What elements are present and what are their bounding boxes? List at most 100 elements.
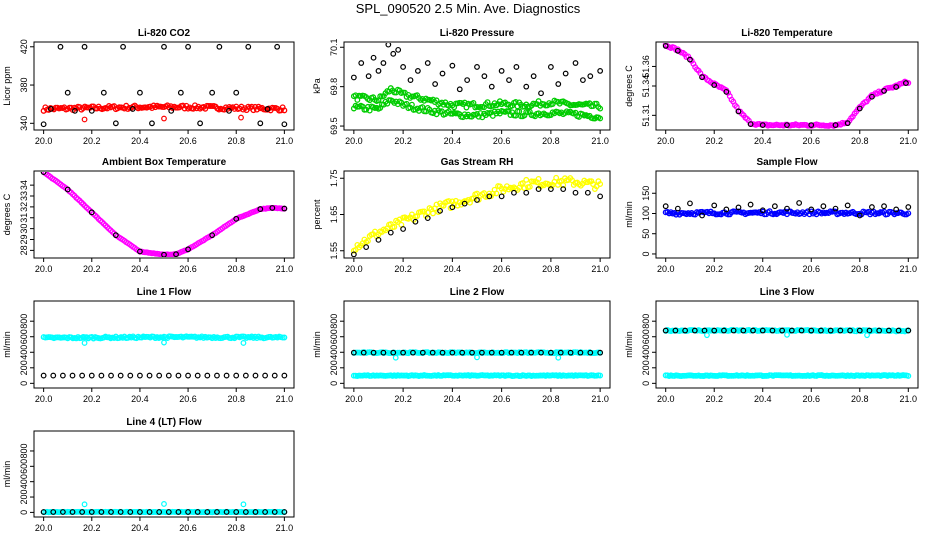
data-point xyxy=(587,349,594,356)
data-point xyxy=(437,207,443,214)
data-point xyxy=(81,116,88,123)
x-tick-label: 20.8 xyxy=(851,264,869,274)
data-point xyxy=(185,509,191,515)
data-point xyxy=(847,327,853,334)
data-point xyxy=(498,67,505,74)
data-point xyxy=(216,43,223,50)
data-point xyxy=(547,64,554,70)
data-point xyxy=(240,340,247,346)
data-point xyxy=(69,509,76,515)
data-point xyxy=(161,501,167,507)
data-point xyxy=(175,372,182,379)
data-point xyxy=(597,181,604,188)
data-series xyxy=(40,508,288,516)
data-point xyxy=(88,372,95,379)
data-point xyxy=(572,60,579,66)
data-point xyxy=(240,501,247,508)
data-point xyxy=(165,372,172,379)
x-tick-label: 20.8 xyxy=(227,394,245,404)
data-point xyxy=(262,509,269,515)
data-point xyxy=(735,108,742,115)
data-point xyxy=(808,206,815,213)
data-point xyxy=(844,120,851,127)
plot-area xyxy=(40,501,288,516)
data-point xyxy=(759,207,766,214)
y-tick-label: 0 xyxy=(19,510,29,515)
x-tick-label: 21.0 xyxy=(591,264,609,274)
y-tick-label: 150 xyxy=(641,186,651,201)
data-point xyxy=(281,372,288,379)
data-series xyxy=(40,372,288,379)
y-tick-label: 1.65 xyxy=(329,206,339,224)
data-point xyxy=(530,73,537,80)
data-point xyxy=(257,206,264,212)
data-point xyxy=(269,205,276,211)
data-point xyxy=(699,74,705,81)
data-point xyxy=(185,246,191,253)
data-point xyxy=(560,186,567,193)
y-axis-label: kPa xyxy=(312,78,322,94)
data-point xyxy=(226,107,232,114)
data-point xyxy=(508,349,515,356)
data-point xyxy=(584,189,591,196)
x-tick-label: 20.4 xyxy=(754,264,772,274)
data-point xyxy=(704,332,710,339)
plot-title: Line 2 Flow xyxy=(450,287,505,298)
data-point xyxy=(50,372,57,379)
data-point xyxy=(390,50,397,57)
data-point xyxy=(274,43,281,50)
data-point xyxy=(358,60,365,66)
data-point xyxy=(587,73,594,80)
data-point xyxy=(204,372,211,379)
data-point xyxy=(759,122,766,129)
y-tick-label: 400 xyxy=(19,474,29,489)
data-point xyxy=(864,332,870,339)
y-tick-label: 32 xyxy=(19,202,29,212)
data-point xyxy=(370,54,377,61)
data-series xyxy=(350,349,604,356)
x-tick-label: 20.8 xyxy=(851,394,869,404)
data-point xyxy=(117,509,124,515)
y-tick-label: 51.31 xyxy=(641,104,651,127)
data-point xyxy=(120,43,126,50)
y-tick-label: 400 xyxy=(641,345,651,360)
data-point xyxy=(869,93,875,100)
plot-title: Gas Stream RH xyxy=(441,157,514,168)
plot-title: Ambient Box Temperature xyxy=(102,157,227,168)
x-tick-label: 20.8 xyxy=(227,523,245,533)
data-point xyxy=(902,80,909,86)
data-point xyxy=(516,108,523,115)
x-tick-label: 20.2 xyxy=(83,394,101,404)
data-point xyxy=(264,106,271,112)
data-point xyxy=(364,238,371,245)
data-point xyxy=(523,176,530,183)
data-point xyxy=(498,349,505,356)
data-point xyxy=(185,43,191,50)
data-point xyxy=(535,176,542,182)
data-point xyxy=(469,349,475,356)
data-point xyxy=(474,64,480,70)
data-point xyxy=(204,509,211,515)
data-point xyxy=(687,56,693,63)
data-point xyxy=(519,180,526,187)
data-point xyxy=(562,70,569,77)
data-point xyxy=(214,509,220,515)
x-tick-label: 21.0 xyxy=(591,136,609,146)
data-point xyxy=(818,327,824,334)
data-point xyxy=(557,349,564,356)
data-point xyxy=(392,354,399,361)
x-tick-label: 21.0 xyxy=(591,394,609,404)
plot-frame xyxy=(343,170,611,259)
data-point xyxy=(885,327,892,334)
data-point xyxy=(597,67,604,74)
data-point xyxy=(905,204,912,210)
data-point xyxy=(905,210,912,217)
data-point xyxy=(597,105,604,112)
data-point xyxy=(464,77,471,83)
data-point xyxy=(98,509,105,515)
data-point xyxy=(747,201,754,208)
y-tick-label: 600 xyxy=(19,459,29,474)
data-point xyxy=(869,204,875,210)
data-point xyxy=(796,200,803,206)
data-point xyxy=(474,354,480,361)
